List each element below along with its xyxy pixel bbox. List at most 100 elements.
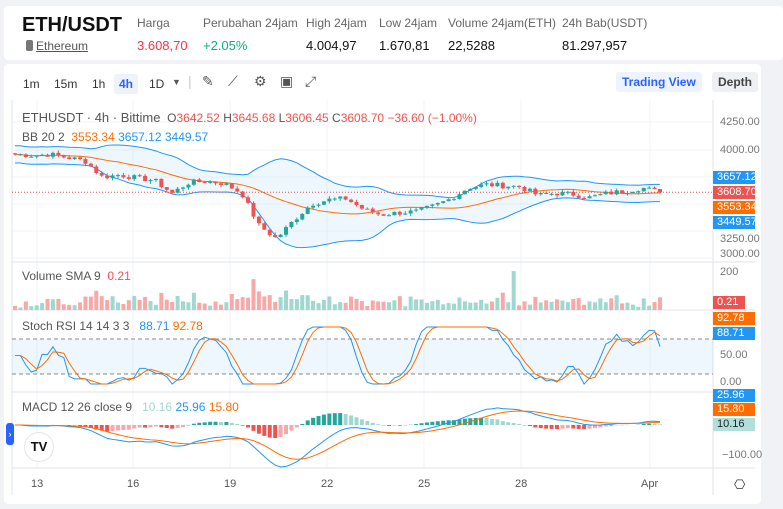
candle — [94, 166, 99, 173]
macd-histogram-bar — [148, 425, 153, 428]
volume-bar — [45, 298, 50, 310]
candle — [381, 214, 386, 216]
volume-bar — [386, 302, 391, 310]
stat-value: +2.05% — [203, 38, 248, 53]
volume-bar — [110, 296, 115, 310]
volume-bar — [582, 304, 587, 310]
stat-value: 3.608,70 — [137, 38, 188, 53]
volume-bar — [273, 302, 278, 310]
chart-settings-icon[interactable]: ⎔ — [734, 477, 746, 492]
macd-histogram-bar — [587, 425, 592, 429]
stat-label: Low 24jam — [379, 16, 438, 30]
volume-bar — [246, 297, 251, 310]
volume-bar — [202, 303, 207, 310]
candle — [78, 157, 83, 160]
price-tick: 4000.00 — [720, 144, 760, 156]
signal-tag: 15.80 — [713, 403, 755, 416]
time-tick: 25 — [418, 478, 431, 490]
interval-4h[interactable]: 4h — [114, 74, 139, 94]
macd-histogram-bar — [262, 425, 267, 436]
volume-bar — [251, 279, 256, 310]
interval-dropdown-icon[interactable]: ▼ — [172, 77, 181, 87]
macd-histogram-bar — [641, 424, 646, 425]
indicator-icon[interactable]: ⟋ — [228, 73, 238, 89]
macd-histogram-bar — [78, 425, 83, 427]
time-tick: 13 — [31, 478, 44, 490]
volume-bar — [235, 299, 240, 310]
symbol-label: ETHUSDT · 4h · Bittime — [22, 110, 161, 125]
interval-1d[interactable]: 1D — [149, 77, 165, 91]
volume-bar — [121, 304, 126, 310]
chart-card: 1m 15m 1h 4h 1D ▼ | ✎ ⟋ ⚙ ▣ ⤢ Trading Vi… — [4, 64, 761, 504]
candle — [658, 189, 662, 193]
volume-bar — [408, 296, 413, 310]
candle — [500, 182, 505, 189]
volume-bar — [224, 302, 229, 310]
macd-histogram-bar — [555, 425, 560, 430]
macd-histogram-bar — [235, 423, 240, 425]
ohlc-legend: ETHUSDT · 4h · Bittime O3642.52 H3645.68… — [22, 110, 477, 125]
price-tick: 3250.00 — [720, 233, 760, 245]
volume-bar — [555, 299, 560, 310]
candle — [636, 191, 641, 193]
volume-bar — [462, 301, 467, 310]
volume-bar — [67, 304, 72, 310]
draw-icon[interactable]: ✎ — [202, 73, 214, 89]
depth-button[interactable]: Depth — [712, 72, 758, 92]
candle — [376, 212, 381, 215]
candle — [29, 156, 34, 158]
volume-bar — [164, 299, 169, 310]
candle — [609, 191, 614, 195]
volume-bar — [544, 300, 549, 310]
candle — [354, 201, 359, 205]
candle — [153, 178, 158, 181]
candle — [479, 184, 484, 187]
volume-bar — [256, 291, 261, 310]
volume-bar — [94, 290, 99, 310]
interval-1h[interactable]: 1h — [92, 77, 106, 91]
macd-histogram-bar — [321, 414, 326, 425]
time-tick: 28 — [515, 478, 528, 490]
volume-label: Volume SMA 9 — [22, 269, 101, 283]
macd-histogram-bar — [560, 425, 565, 429]
fullscreen-icon[interactable]: ⤢ — [305, 73, 317, 89]
volume-bar — [170, 302, 175, 310]
candle — [343, 196, 348, 200]
volume-bar — [213, 301, 218, 310]
macd-histogram-bar — [284, 425, 289, 435]
volume-bar — [208, 305, 213, 310]
volume-bar — [630, 304, 635, 310]
save-icon[interactable]: ▣ — [280, 73, 294, 89]
volume-bar — [327, 296, 332, 310]
trading-view-button[interactable]: Trading View — [616, 72, 702, 92]
candle — [305, 207, 310, 214]
candle — [652, 187, 657, 190]
candle — [484, 183, 489, 185]
volume-bar — [83, 296, 88, 310]
macd-histogram-bar — [218, 422, 223, 425]
macd-histogram-bar — [143, 425, 148, 428]
macd-histogram-bar — [327, 413, 332, 425]
candle — [370, 208, 375, 213]
macd-histogram-bar — [414, 424, 419, 425]
volume-bar — [240, 297, 245, 310]
volume-bar — [549, 301, 554, 310]
macd-histogram-bar — [273, 425, 278, 439]
macd-histogram-bar — [213, 421, 218, 425]
candle — [603, 191, 608, 195]
interval-1m[interactable]: 1m — [23, 77, 40, 91]
expand-sidebar-button[interactable]: › — [6, 423, 14, 445]
macd-histogram-bar — [294, 425, 299, 428]
candle — [67, 157, 72, 160]
candle — [452, 199, 457, 201]
settings-icon[interactable]: ⚙ — [254, 73, 267, 89]
candle — [424, 205, 429, 208]
volume-bar — [311, 300, 316, 310]
macd-histogram-bar — [240, 425, 245, 426]
coin-link[interactable]: Ethereum — [36, 39, 89, 53]
macd-histogram-bar — [229, 422, 234, 425]
candle — [625, 193, 630, 195]
interval-15m[interactable]: 15m — [54, 77, 78, 91]
volume-bar — [381, 301, 386, 310]
